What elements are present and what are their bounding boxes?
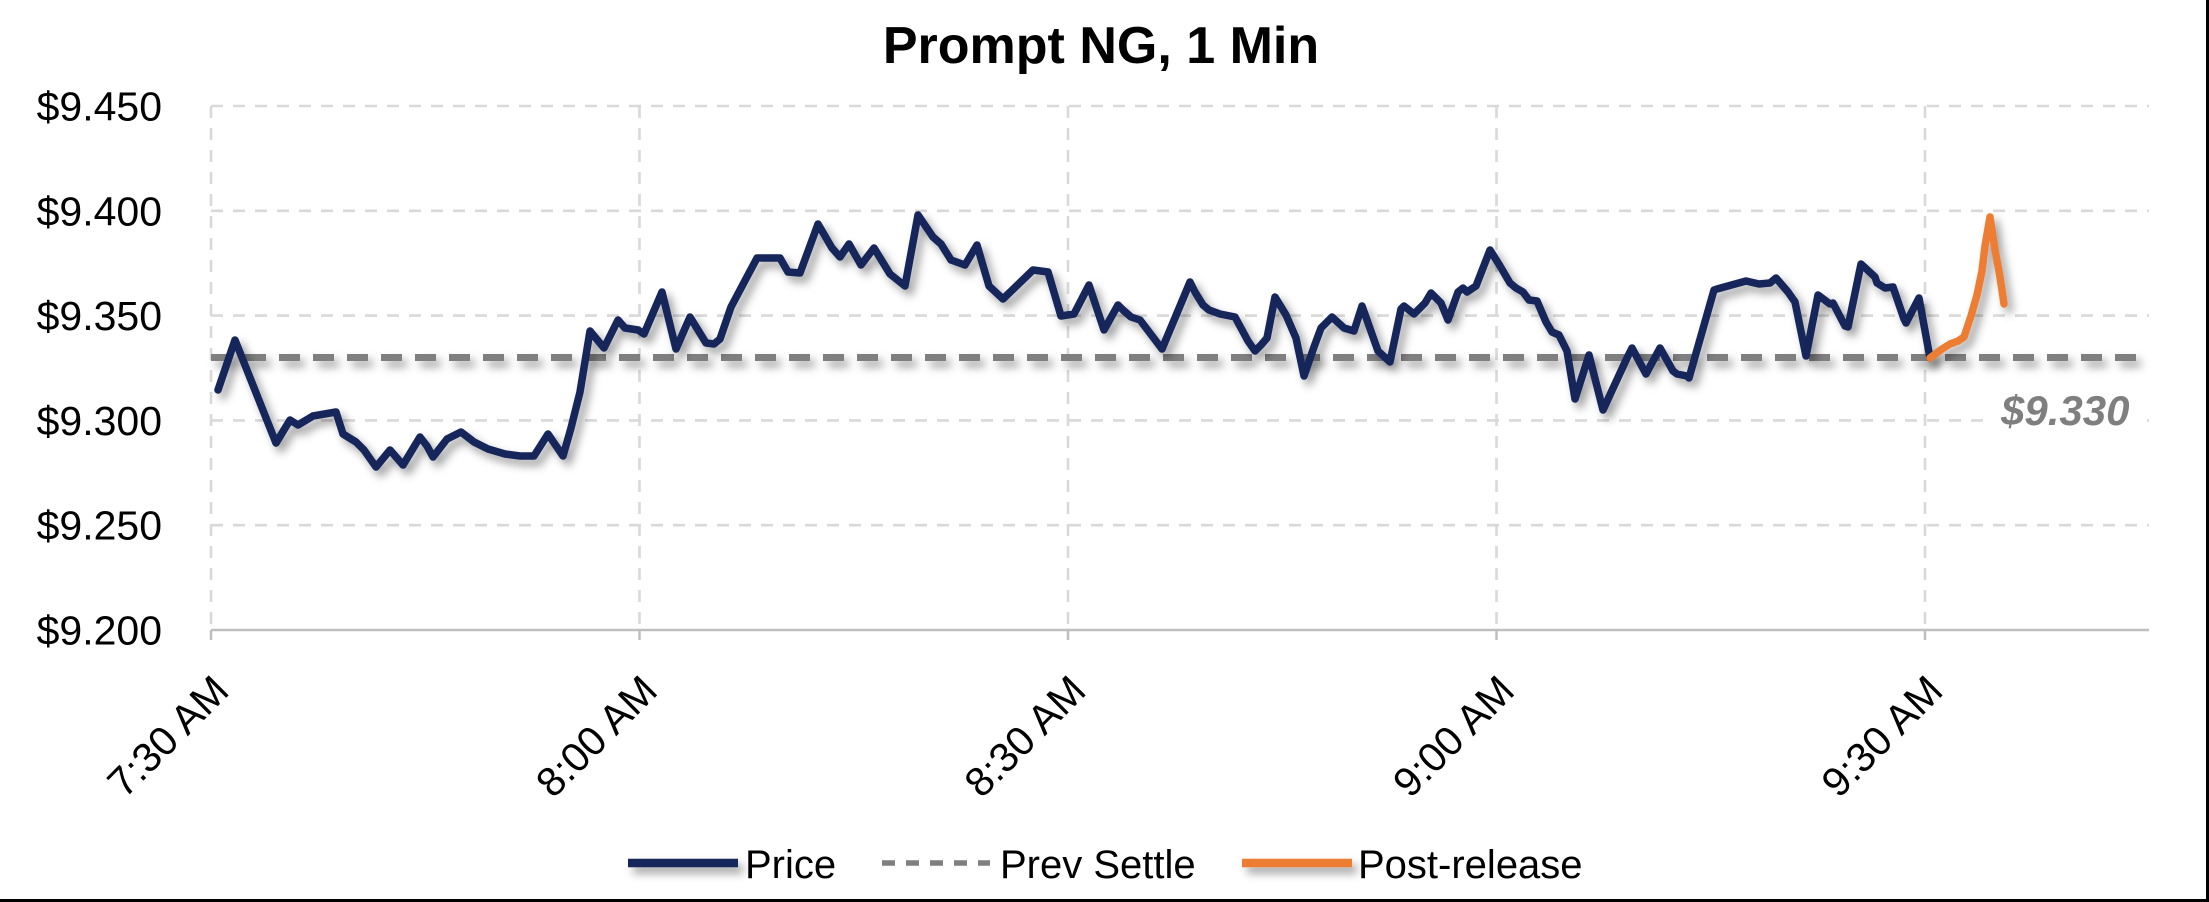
svg-text:Price: Price bbox=[745, 843, 836, 887]
svg-text:$9.400: $9.400 bbox=[37, 188, 162, 234]
svg-text:Post-release: Post-release bbox=[1358, 843, 1583, 887]
svg-text:$9.330: $9.330 bbox=[2000, 387, 2129, 434]
svg-text:$9.200: $9.200 bbox=[37, 608, 162, 654]
svg-text:Prev Settle: Prev Settle bbox=[1000, 843, 1196, 887]
svg-text:$9.250: $9.250 bbox=[37, 503, 162, 549]
svg-text:$9.450: $9.450 bbox=[37, 84, 162, 130]
svg-text:$9.300: $9.300 bbox=[37, 398, 162, 444]
svg-text:$9.350: $9.350 bbox=[37, 293, 162, 339]
svg-text:Prompt NG, 1 Min: Prompt NG, 1 Min bbox=[883, 17, 1319, 75]
